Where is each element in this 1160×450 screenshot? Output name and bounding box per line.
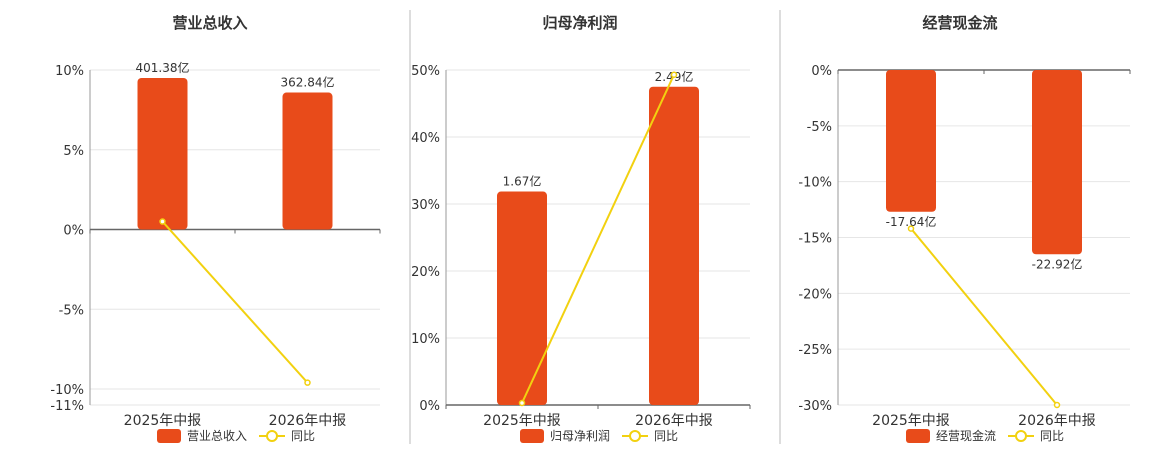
data-label: 1.67亿	[503, 174, 542, 189]
legend-swatch-bar	[906, 429, 930, 443]
y-tick-label: 10%	[411, 332, 440, 347]
legend-swatch-marker	[266, 430, 278, 442]
y-tick-label: 10%	[55, 64, 84, 79]
x-tick-label: 2025年中报	[124, 413, 202, 429]
legend-swatch-marker	[629, 430, 641, 442]
chart-title: 经营现金流	[922, 14, 997, 32]
y-tick-label: 0%	[63, 224, 84, 239]
bar	[1032, 70, 1082, 255]
y-tick-label: 0%	[811, 64, 832, 79]
data-label: 362.84亿	[281, 75, 335, 90]
data-label: -17.64亿	[886, 214, 937, 229]
chart-title: 营业总收入	[172, 14, 247, 32]
y-tick-label: 30%	[411, 198, 440, 213]
y-tick-label: -10%	[50, 383, 84, 398]
line-point	[907, 225, 915, 232]
y-tick-label: 50%	[411, 64, 440, 79]
data-label: 401.38亿	[136, 60, 190, 75]
chart-panel-1: 营业总收入 10% 5% 0% -5% -10%-11% 2025年中报 2026年中报 401…	[50, 14, 381, 443]
x-tick-label: 2025年中报	[483, 413, 561, 429]
legend-label: 同比	[291, 429, 315, 443]
x-tick-label: 2026年中报	[269, 413, 347, 429]
chart-panel-3: 经营现金流 0% -5% -10% -15% -20% -25% -30% 2025年中报 202…	[779, 10, 1131, 444]
legend-label: 归母净利润	[550, 429, 610, 443]
y-tick-label: 40%	[411, 131, 440, 146]
line-point	[670, 71, 678, 78]
x-tick-label: 2026年中报	[635, 413, 713, 429]
line-point	[1053, 401, 1061, 409]
y-tick-label: -25%	[798, 343, 832, 358]
legend-label: 营业总收入	[187, 429, 247, 443]
y-tick-label: -10%	[798, 176, 832, 191]
bar	[137, 77, 188, 230]
x-tick-label: 2026年中报	[1018, 413, 1096, 429]
bar	[886, 70, 936, 212]
y-tick-label: -5%	[807, 120, 832, 135]
y-tick-label: -5%	[59, 303, 84, 318]
legend-swatch-bar	[157, 429, 181, 443]
bar	[497, 191, 547, 405]
y-tick-label: 20%	[411, 265, 440, 280]
legend-label: 经营现金流	[936, 428, 996, 443]
bar	[282, 92, 333, 230]
x-tick-label: 2025年中报	[872, 413, 950, 429]
series-line-yoy	[521, 74, 675, 404]
y-tick-label: 5%	[63, 144, 84, 159]
legend-swatch-bar	[520, 429, 544, 443]
y-tick-label: -20%	[798, 287, 832, 302]
bar	[649, 86, 699, 405]
y-tick-label: 0%	[419, 399, 440, 414]
y-tick-label: -30%	[798, 399, 832, 414]
y-tick-label: -11%	[50, 399, 84, 414]
data-label: -22.92亿	[1032, 256, 1083, 271]
legend-label: 同比	[654, 429, 678, 443]
line-point	[518, 399, 526, 407]
legend-label: 同比	[1040, 429, 1064, 443]
series-line-yoy	[910, 227, 1058, 406]
y-tick-label: -15%	[798, 232, 832, 247]
chart-panel-2: 归母净利润 50% 40% 30% 20% 10% 0% 2025年中报 2026年中报 1.67…	[409, 10, 751, 444]
chart-title: 归母净利润	[542, 14, 617, 32]
legend-swatch-marker	[1015, 430, 1027, 442]
line-point	[159, 218, 166, 225]
line-point	[304, 379, 311, 386]
series-line-yoy	[161, 220, 309, 384]
